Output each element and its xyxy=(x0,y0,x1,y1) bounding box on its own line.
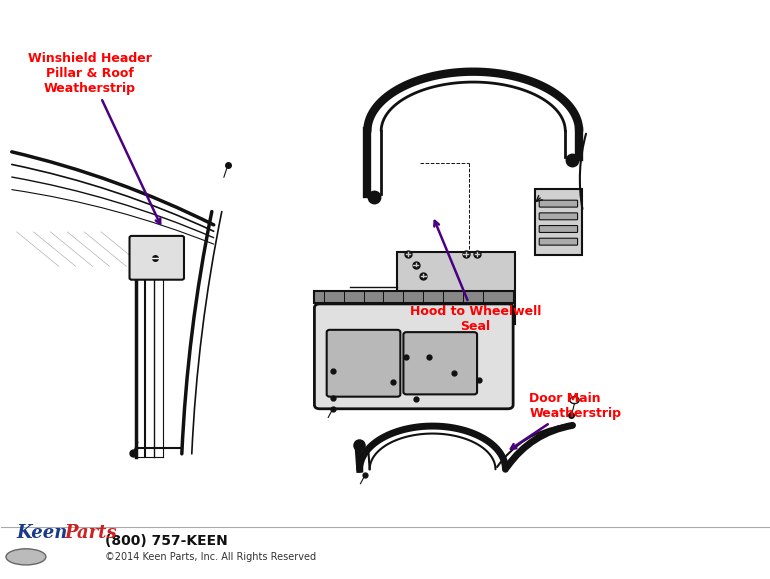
Text: Parts: Parts xyxy=(65,525,117,543)
FancyBboxPatch shape xyxy=(539,200,578,207)
FancyBboxPatch shape xyxy=(539,226,578,232)
FancyBboxPatch shape xyxy=(539,238,578,245)
FancyArrowPatch shape xyxy=(12,164,214,231)
FancyArrowPatch shape xyxy=(507,426,573,467)
Text: Hood to Wheelwell
Seal: Hood to Wheelwell Seal xyxy=(410,221,541,334)
FancyBboxPatch shape xyxy=(326,330,400,397)
FancyArrowPatch shape xyxy=(182,211,212,454)
FancyBboxPatch shape xyxy=(129,236,184,280)
FancyArrowPatch shape xyxy=(497,426,564,467)
FancyArrowPatch shape xyxy=(12,152,214,225)
Text: (800) 757-KEEN: (800) 757-KEEN xyxy=(105,534,228,548)
FancyBboxPatch shape xyxy=(313,291,514,303)
FancyBboxPatch shape xyxy=(397,252,515,324)
Text: Keen: Keen xyxy=(17,525,68,543)
FancyBboxPatch shape xyxy=(539,213,578,220)
Ellipse shape xyxy=(6,549,46,565)
FancyArrowPatch shape xyxy=(192,211,222,454)
FancyArrowPatch shape xyxy=(12,190,213,244)
FancyArrowPatch shape xyxy=(580,134,586,209)
FancyBboxPatch shape xyxy=(314,304,513,409)
Text: Winshield Header
Pillar & Roof
Weatherstrip: Winshield Header Pillar & Roof Weatherst… xyxy=(28,52,160,224)
FancyBboxPatch shape xyxy=(534,189,582,255)
FancyArrowPatch shape xyxy=(12,177,213,238)
Text: Door Main
Weatherstrip: Door Main Weatherstrip xyxy=(511,392,621,449)
Text: ©2014 Keen Parts, Inc. All Rights Reserved: ©2014 Keen Parts, Inc. All Rights Reserv… xyxy=(105,552,316,562)
FancyBboxPatch shape xyxy=(403,332,477,394)
